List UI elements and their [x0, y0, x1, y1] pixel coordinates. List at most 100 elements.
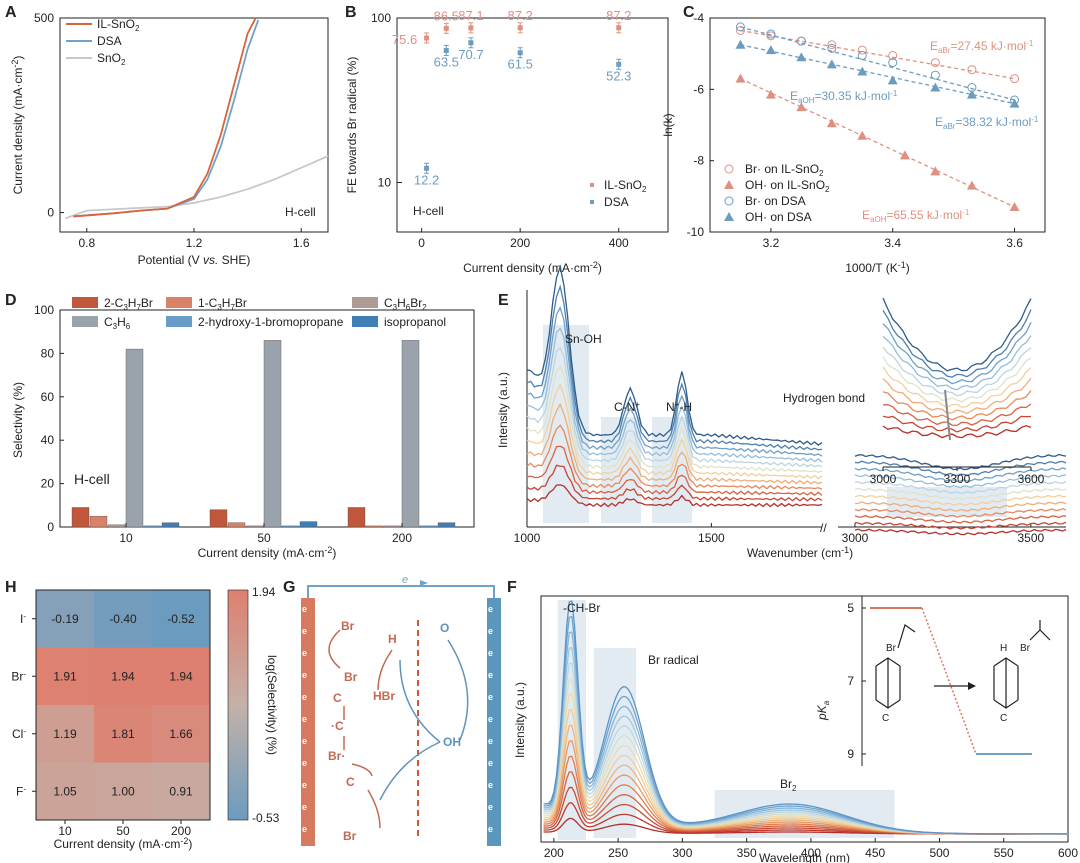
spectrum-line-E2 [854, 460, 1067, 477]
heatmap-value-H: -0.40 [109, 612, 137, 626]
legend-swatch-D [166, 316, 192, 327]
heatmap-cell-H [94, 762, 152, 820]
data-point-C [930, 58, 940, 68]
data-point-C [888, 58, 898, 68]
electron-left-G: e [302, 670, 307, 680]
band-label-cn-E: C-N+ [614, 400, 640, 414]
molecule-right-h-F: H [1000, 643, 1007, 654]
electron-left-G: e [302, 714, 307, 724]
heatmap-value-H: -0.19 [51, 612, 79, 626]
panel-letter-E: E [498, 292, 509, 309]
data-label-B: 87.2 [508, 8, 533, 23]
heatmap-value-H: 1.66 [169, 727, 193, 741]
heatmap-cell-H [36, 647, 94, 705]
legend-part-D: Br [410, 296, 422, 310]
data-point-C [967, 65, 977, 75]
y-cat-label-H: Cl- [12, 727, 26, 741]
electron-left-G: e [302, 758, 307, 768]
heatmap-cell-H [36, 590, 94, 648]
pka-transition-F [921, 607, 977, 755]
electron-right-G: e [488, 626, 493, 636]
x-axis-label-end-C: ) [906, 261, 910, 275]
legend-label-D: 1-C3H7Br [198, 296, 247, 312]
band-label-nh-end-E: -H [679, 400, 692, 414]
species-c3h7-G: ·C [331, 719, 344, 733]
x-tick-label-B: 400 [609, 236, 629, 250]
fit-line-C [740, 26, 1015, 101]
legend-swatch-D [166, 297, 192, 308]
series-line-A [73, 19, 260, 218]
spectrum-line-F [543, 600, 1069, 835]
data-point-C [796, 52, 807, 62]
species-c3h8-G: C [333, 691, 342, 705]
inset-spectrum-E [882, 297, 1032, 372]
data-point-C [1010, 74, 1020, 84]
x-cat-label-H: 10 [58, 824, 72, 838]
x-axis-label-sup-D: -2 [324, 545, 332, 555]
spectrum-line-E [526, 327, 823, 463]
ea-sub-C: aOH [870, 215, 887, 224]
bar-D [245, 525, 264, 528]
legend-swatch-D [72, 297, 98, 308]
heatmap-cell-H [152, 705, 210, 763]
spectrum-line-E [526, 464, 823, 502]
x-tick-label-A: 0.8 [78, 236, 95, 250]
species-br2-radical-G: Br· [328, 749, 345, 763]
data-point-C [826, 59, 837, 69]
panel-letter-A: A [5, 4, 17, 21]
x-tick-label-F: 250 [608, 846, 628, 860]
species-oh-G: OH [443, 735, 461, 749]
inset-spectrum-E [882, 390, 1032, 421]
x-tick-label-E: 3000 [842, 531, 869, 545]
x-tick-label-C: 3.2 [763, 236, 780, 250]
electron-right-G: e [488, 780, 493, 790]
data-point-C [899, 150, 910, 160]
heatmap-cell-H [152, 762, 210, 820]
inset-tick-label-E: 3000 [870, 472, 897, 486]
legend-sub-D: 7 [230, 303, 235, 312]
y-tick-label-A: 500 [34, 11, 54, 25]
heatmap-value-H: 1.91 [53, 669, 77, 683]
electron-left-G: e [302, 604, 307, 614]
y-tick-label-D: 0 [47, 520, 54, 534]
electron-right-G: e [488, 692, 493, 702]
fit-line-C [740, 78, 1015, 208]
data-point-C [827, 40, 837, 50]
colorbar-min-label-H: -0.53 [252, 811, 280, 825]
inset-tick-label-F: 9 [847, 747, 854, 761]
data-label-B: 75.6 [392, 32, 417, 47]
data-point-C [930, 82, 941, 92]
bar-D [299, 521, 318, 528]
heatmap-value-H: 1.94 [169, 669, 193, 683]
x-axis-label-E: Wavenumber (cm-1) [747, 545, 853, 560]
legend-label-B: DSA [604, 195, 629, 209]
y-tick-label-C: -8 [693, 154, 704, 168]
y-cat-label-H: Br- [11, 669, 26, 683]
electrode-left-G [301, 598, 315, 846]
legend-part-D: Br [235, 296, 247, 310]
legend-sub-D: 3 [217, 303, 222, 312]
ea-value-C: =30.35 kJ·mol [814, 89, 890, 103]
electron-left-G: e [302, 780, 307, 790]
y-tick-label-B: 10 [378, 175, 392, 189]
x-tick-label-F: 450 [865, 846, 885, 860]
legend-sub-D: 7 [136, 303, 141, 312]
legend-label-A: DSA [97, 34, 122, 48]
legend-label-D: C3H6 [104, 315, 131, 331]
molecule-right-c6h13-F: C [1000, 713, 1007, 724]
legend-marker-C [724, 212, 734, 221]
spectrum-line-E2 [854, 453, 1067, 471]
band-label-nh-E: N+-H [666, 400, 692, 414]
x-tick-label-B: 0 [418, 236, 425, 250]
x-axis-label-sup-C: -1 [898, 260, 906, 270]
panel-letter-B: B [345, 4, 357, 21]
spectrum-line-E2 [854, 494, 1067, 506]
data-point-C [765, 45, 776, 55]
molecule-left-c6h13-F: C [882, 713, 889, 724]
arrow-path-G [399, 659, 441, 743]
data-point-C [857, 50, 867, 60]
legend-marker-C [724, 196, 734, 206]
legend-swatch-D [352, 297, 378, 308]
x-axis-label-end-E: ) [849, 546, 853, 560]
